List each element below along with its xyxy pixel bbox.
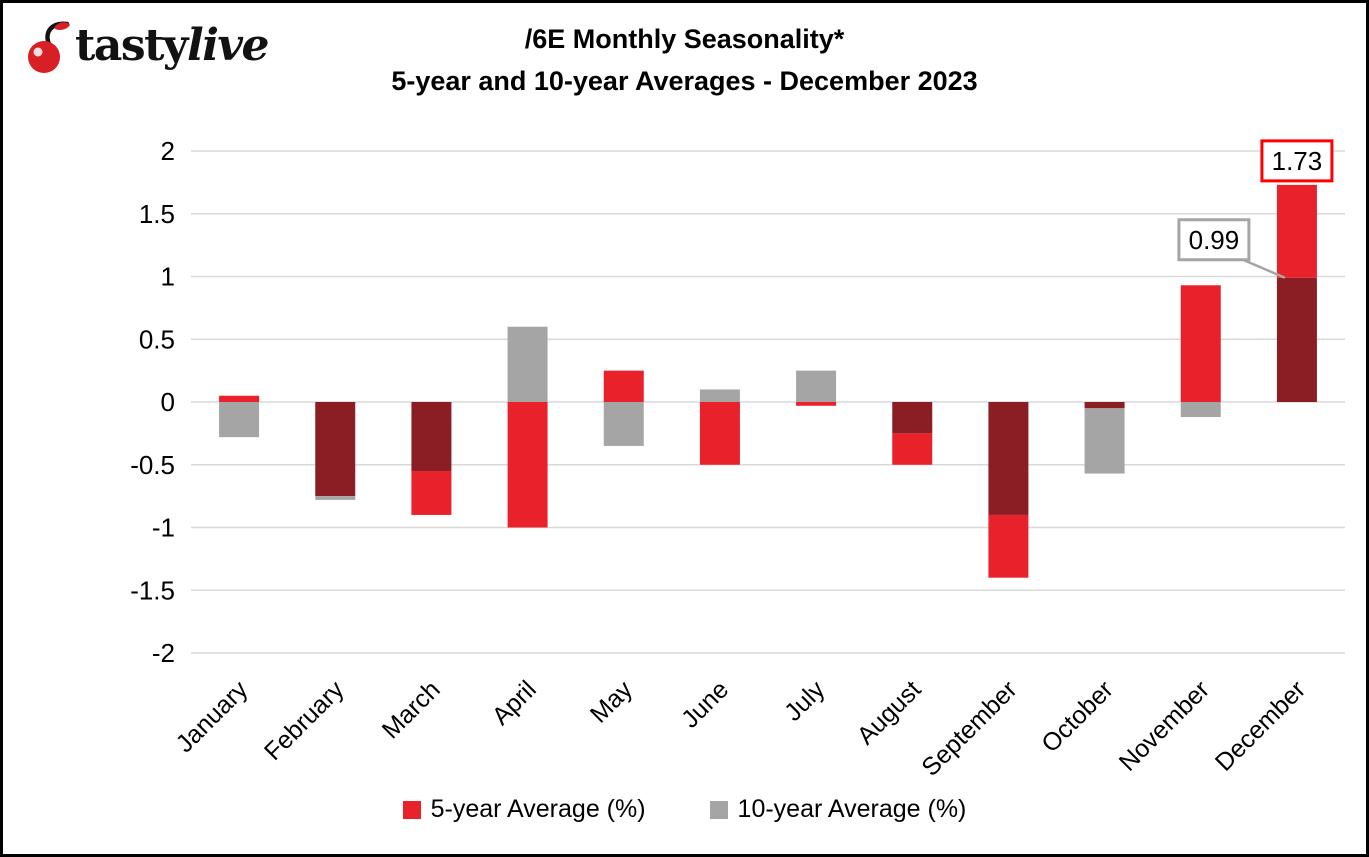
annotation-value-label: 0.99	[1189, 225, 1240, 255]
y-axis-tick-label: -0.5	[130, 450, 175, 480]
annotation-box	[1177, 218, 1251, 262]
annotation-box	[1260, 139, 1334, 183]
cherry-highlight	[33, 47, 43, 57]
bar-segment-10-year	[699, 389, 740, 402]
legend-label-5-year-average: 5-year Average (%)	[430, 795, 646, 823]
legend-swatch-10-year-average	[709, 800, 728, 819]
x-axis-label: March	[377, 675, 446, 744]
chart-legend: 5-year Average (%) 10-year Average (%)	[3, 795, 1366, 824]
bar-segment-5-year	[219, 395, 260, 402]
bar-segment-10-year	[507, 326, 548, 402]
bar-segment-5-year	[699, 402, 740, 465]
x-axis-label: May	[585, 675, 639, 729]
bar-segment-overlap	[988, 402, 1029, 515]
y-axis-tick-label: 1.5	[139, 199, 175, 229]
legend-label-10-year-average: 10-year Average (%)	[737, 795, 967, 823]
bar-segment-5-year	[507, 402, 548, 528]
annotation-value-label: 1.73	[1272, 146, 1323, 176]
annotation-leader-line	[1242, 258, 1286, 279]
cherry-body	[28, 41, 60, 73]
x-axis-label: February	[259, 675, 350, 766]
x-axis-label: June	[676, 675, 734, 733]
cherry-icon	[28, 21, 70, 73]
bar-segment-overlap	[892, 402, 933, 434]
brand-text-tasty: tasty	[75, 20, 189, 71]
x-axis-label: July	[779, 675, 831, 727]
bar-segment-overlap	[315, 402, 356, 497]
brand-text-live: live	[187, 20, 270, 71]
bar-segment-10-year	[1084, 408, 1125, 474]
cherry-leaf	[54, 22, 70, 30]
x-axis-label: December	[1210, 675, 1311, 776]
y-axis-tick-label: 1	[161, 262, 175, 292]
y-axis-tick-label: 0.5	[139, 324, 175, 354]
bar-segment-5-year	[1180, 285, 1221, 402]
x-axis-label: October	[1036, 675, 1119, 758]
y-axis-tick-label: 2	[161, 136, 175, 166]
bar-segment-5-year	[1276, 184, 1317, 278]
x-axis-label: January	[171, 675, 254, 758]
legend-swatch-5-year-average	[402, 800, 421, 819]
bar-segment-5-year	[411, 471, 452, 515]
bar-segment-5-year	[892, 433, 933, 465]
bar-segment-overlap	[1276, 277, 1317, 402]
legend-item-10-year: 10-year Average (%)	[709, 795, 967, 824]
bar-segment-5-year	[988, 514, 1029, 578]
legend-item-5-year: 5-year Average (%)	[402, 795, 646, 824]
y-axis-tick-label: -1	[152, 513, 175, 543]
bar-segment-10-year	[315, 496, 356, 500]
y-axis-tick-label: -1.5	[130, 575, 175, 605]
x-axis-label: April	[487, 675, 542, 730]
bar-segment-10-year	[796, 370, 837, 402]
bar-segment-overlap	[1084, 402, 1125, 409]
bar-segment-overlap	[411, 402, 452, 472]
bar-segment-5-year	[603, 370, 644, 402]
y-axis-tick-label: -2	[152, 638, 175, 668]
chart-plot-area: 2 1.5 1 0.5 0 -0.5 -1 -1.5 -2 January February Marc…	[130, 136, 1345, 782]
bar-segment-10-year	[1180, 402, 1221, 418]
brand-wordmark: tastylive	[75, 24, 270, 68]
bar-segment-10-year	[219, 402, 260, 438]
y-axis-tick-label: 0	[161, 387, 175, 417]
x-axis-label: November	[1114, 675, 1215, 776]
x-axis-label: September	[916, 675, 1022, 781]
bar-segment-10-year	[603, 402, 644, 446]
bar-segment-5-year	[796, 402, 837, 406]
x-axis-label: August	[852, 675, 927, 750]
tastylive-logo: tastylive	[25, 17, 270, 75]
